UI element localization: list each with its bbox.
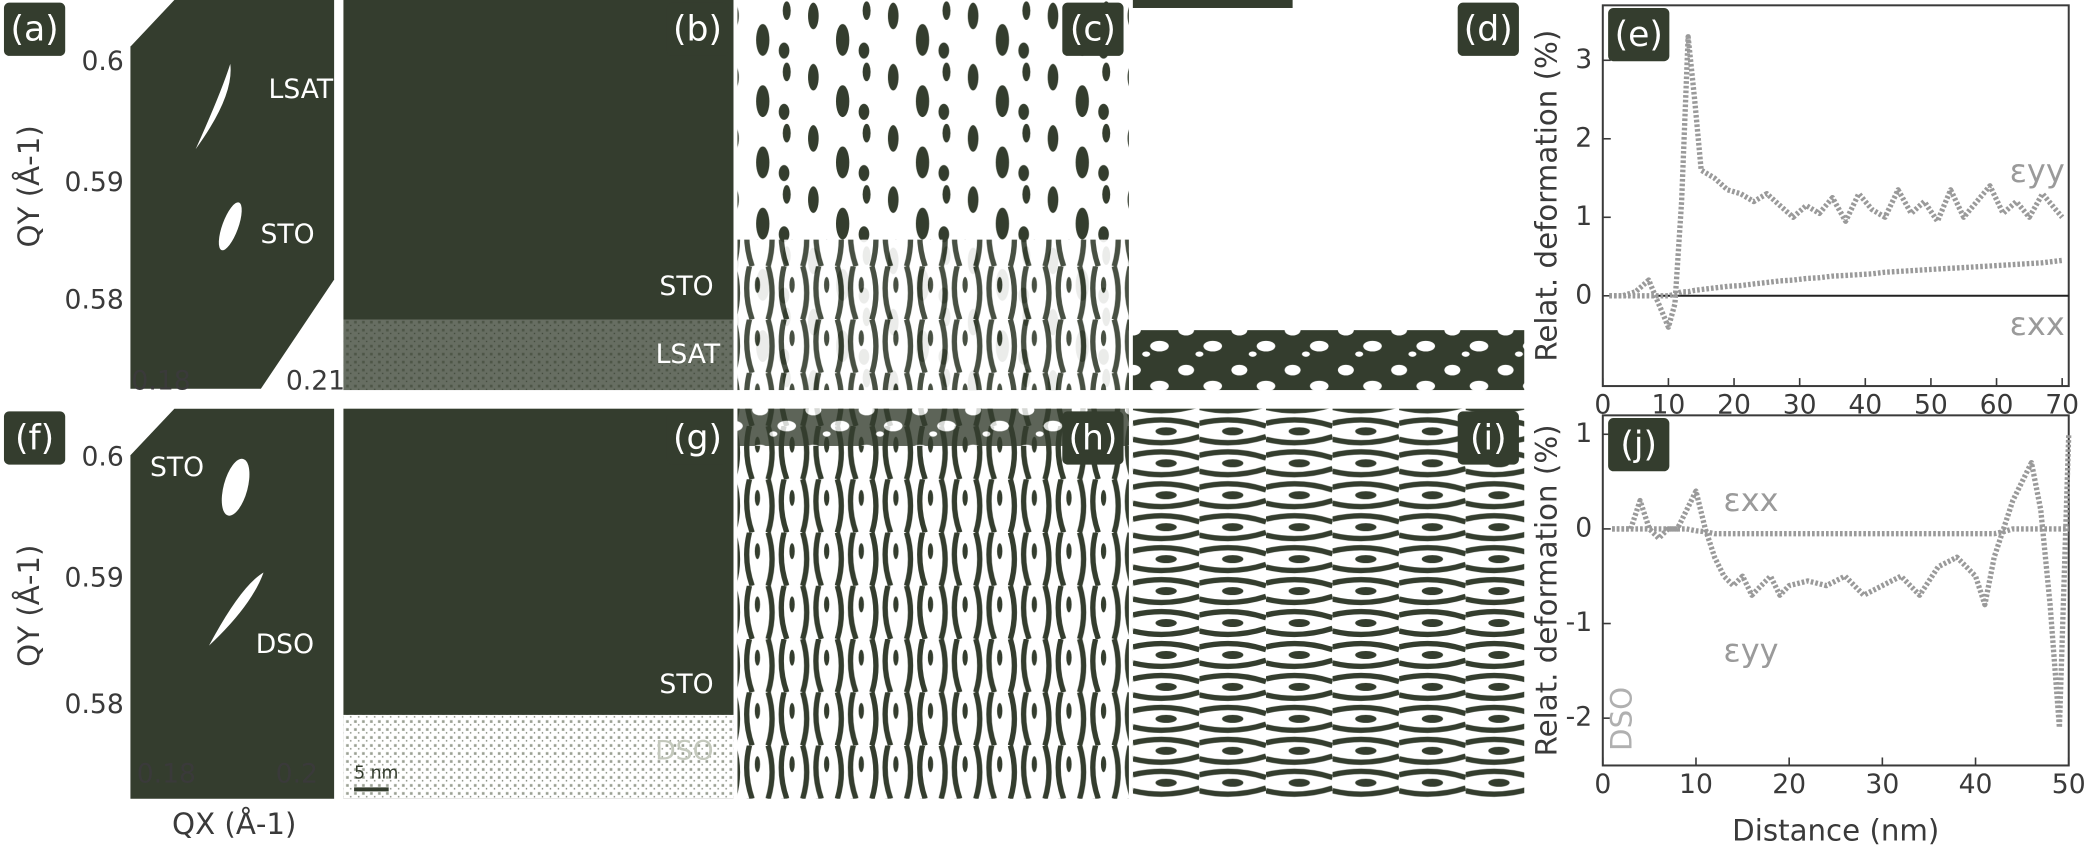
panel-label-box: [1608, 418, 1670, 472]
panel-c: (c): [737, 0, 1129, 391]
plot-frame: [1601, 414, 2070, 767]
x-tick-label: 0: [1594, 390, 1611, 421]
strain-map: [1132, 0, 1525, 391]
panel-label-box: [3, 2, 66, 56]
panel-label: (b): [673, 10, 722, 50]
panel-label-box: [1457, 2, 1519, 56]
y-tick-label: 0.6: [81, 441, 123, 472]
panel-d: (d): [1132, 0, 1525, 391]
y-tick-label: 3: [1575, 44, 1592, 75]
y-tick-label: 0: [1575, 512, 1592, 543]
y-axis-label: Relat. deformation (%): [1530, 424, 1564, 756]
strain-map: [1132, 0, 1293, 8]
x-tick-label: 0.21: [286, 366, 345, 397]
interface: [343, 319, 734, 391]
panel-label: (a): [10, 10, 58, 50]
y-tick-label: 0: [1575, 279, 1592, 310]
y-tick-label: -1: [1566, 607, 1593, 638]
layer-label: STO: [659, 271, 713, 302]
scale-bar-label: 5 nm: [354, 763, 398, 783]
data-line: [1609, 257, 2063, 299]
strain-map: [737, 239, 1129, 391]
y-tick-label: 1: [1575, 201, 1592, 232]
layer-label: LSAT: [656, 339, 721, 370]
peak: [218, 202, 242, 251]
panel-label-box: [666, 2, 729, 56]
x-tick-label: 50: [2052, 769, 2086, 800]
panel-label: (f): [15, 418, 54, 458]
x-tick-label: 0: [1594, 769, 1611, 800]
panel-f: (f) STO DSO 0.6 0.59 0.58 0.18 0.2 QY (Å…: [3, 408, 335, 841]
y-tick-label: 0.58: [65, 689, 124, 720]
rsm-map: [130, 0, 335, 389]
y-tick-label: 0.59: [65, 167, 124, 198]
panel-label-box: [1457, 411, 1519, 465]
plot-frame: [1601, 4, 2070, 388]
panel-h: (h): [737, 408, 1129, 799]
panel-label: (i): [1470, 418, 1507, 458]
y-axis-label: QY (Å-1): [11, 125, 46, 247]
series-label: εyy: [2010, 152, 2065, 190]
y-tick-label: 2: [1575, 122, 1592, 153]
y-tick-label: 0.6: [81, 46, 123, 77]
panel-label-box: [3, 411, 66, 465]
panel-label-box: [1062, 411, 1124, 465]
y-tick-label: 0.58: [65, 284, 124, 315]
panel-label-box: [1062, 2, 1124, 56]
x-tick-label: 10: [1679, 769, 1713, 800]
peak-label: STO: [150, 452, 204, 483]
strain-map: [1132, 330, 1525, 391]
substrate: [343, 714, 734, 799]
strain-map: [737, 408, 1129, 799]
layer-label: DSO: [655, 736, 713, 767]
strain-map: [1132, 408, 1525, 799]
panel-i: (i): [1132, 408, 1525, 799]
y-tick-label: 0.59: [65, 563, 124, 594]
peak-label: STO: [260, 219, 314, 250]
peak-label: DSO: [256, 629, 314, 660]
series-label: εxx: [1723, 481, 1778, 519]
panel-label: (c): [1070, 10, 1116, 50]
panel-label-box: [666, 411, 729, 465]
panel-label: (h): [1068, 418, 1117, 458]
panel-label: (j): [1620, 425, 1657, 465]
panel-g: (g) STO DSO 5 nm: [343, 408, 734, 799]
panel-b: (b) STO LSAT: [343, 0, 734, 391]
x-tick-label: 0.2: [276, 758, 318, 789]
y-tick-label: -2: [1566, 702, 1593, 733]
y-tick-label: 1: [1575, 418, 1592, 449]
data-line: [1612, 434, 2072, 731]
x-tick-label: 0.18: [131, 366, 190, 397]
annotation: DSO: [1604, 687, 1638, 751]
x-axis-label: Distance (nm): [1732, 814, 1939, 848]
peak: [208, 572, 264, 646]
x-tick-label: 40: [1959, 769, 1993, 800]
layer-label: STO: [659, 669, 713, 700]
y-axis-label: Relat. deformation (%): [1530, 30, 1564, 362]
panel-label: (g): [673, 418, 722, 458]
rsm-map: [130, 408, 335, 799]
x-axis-label: QX (Å-1): [172, 806, 296, 841]
x-tick-label: 30: [1865, 769, 1899, 800]
panel-label-box: [1608, 7, 1670, 62]
x-tick-label: 0.18: [137, 758, 196, 789]
panel-label: (e): [1615, 15, 1663, 55]
peak-label: LSAT: [269, 74, 334, 105]
panel-a: (a) LSAT STO 0.6 0.59 0.58 0.18 0.21 QY …: [3, 0, 345, 397]
x-tick-label: 20: [1772, 769, 1806, 800]
y-axis-label: QY (Å-1): [11, 545, 46, 667]
data-line: [1609, 34, 2065, 330]
chart: 0 10 20 30 40 50 -2 -1 0 1 εxx εyy (j) Relat. deforma…: [1530, 414, 2086, 848]
panel-label: (d): [1464, 10, 1513, 50]
series-label: εyy: [1723, 631, 1778, 669]
series-label: εxx: [2010, 305, 2065, 343]
peak: [221, 458, 250, 516]
